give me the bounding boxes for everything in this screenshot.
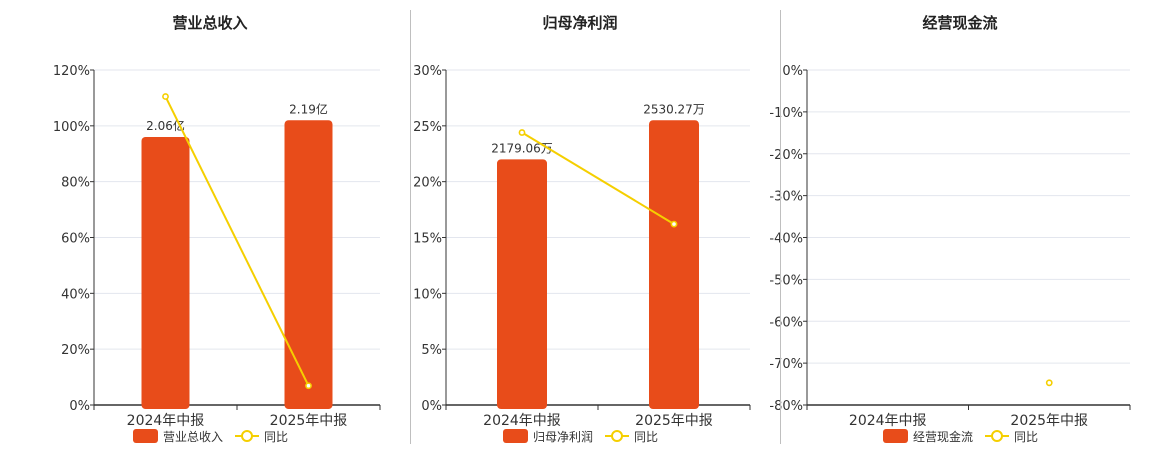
yoy-point <box>1045 379 1053 387</box>
yoy-point <box>305 382 312 390</box>
y-tick-label: 80% <box>61 176 90 191</box>
bar <box>649 120 699 409</box>
panel-divider <box>410 10 411 444</box>
bar <box>141 137 190 409</box>
y-tick-label: -80% <box>769 399 803 414</box>
y-tick-label: -60% <box>769 315 803 330</box>
yoy-point <box>670 220 678 228</box>
y-tick-label: 0% <box>782 64 803 79</box>
y-tick-label: -50% <box>769 273 803 288</box>
bar-data-label: 2179.06万 <box>491 141 553 155</box>
bar <box>497 159 547 409</box>
legend-label-line: 同比 <box>634 430 658 444</box>
y-tick-label: -40% <box>769 232 803 247</box>
y-tick-label: 100% <box>53 120 90 135</box>
chart-title: 经营现金流 <box>922 14 997 32</box>
y-tick-label: -10% <box>769 106 803 121</box>
legend-swatch-bar <box>503 429 528 443</box>
legend-label-bar: 经营现金流 <box>913 429 973 444</box>
legend-swatch-bar <box>133 429 158 443</box>
x-tick-label: 2025年中报 <box>270 413 348 429</box>
chart-title: 营业总收入 <box>172 14 247 32</box>
y-tick-label: 10% <box>413 287 442 302</box>
x-tick-label: 2024年中报 <box>127 413 205 429</box>
legend-label-bar: 营业总收入 <box>163 430 223 444</box>
y-tick-label: 5% <box>421 343 442 358</box>
panel-divider <box>780 10 781 444</box>
y-tick-label: 25% <box>413 120 442 135</box>
legend-swatch-bar <box>883 429 908 443</box>
y-tick-label: 15% <box>413 232 442 247</box>
bar-data-label: 2530.27万 <box>643 102 705 116</box>
y-tick-label: 40% <box>61 287 90 302</box>
y-tick-label: 0% <box>421 399 442 414</box>
y-tick-label: 20% <box>413 176 442 191</box>
yoy-point <box>162 93 169 100</box>
yoy-line <box>521 131 675 225</box>
legend-swatch-marker <box>241 430 253 442</box>
x-tick-label: 2024年中报 <box>483 413 561 429</box>
chart-title: 归母净利润 <box>542 14 617 32</box>
yoy-line <box>164 96 310 387</box>
x-tick-label: 2025年中报 <box>635 413 713 429</box>
x-tick-label: 2025年中报 <box>1010 413 1088 429</box>
y-tick-label: 120% <box>53 64 90 79</box>
y-tick-label: 60% <box>61 232 90 247</box>
legend-label-bar: 归母净利润 <box>533 430 593 444</box>
legend-swatch-marker <box>611 430 623 442</box>
y-tick-label: -70% <box>769 357 803 372</box>
bar <box>284 120 333 409</box>
legend-swatch-marker <box>991 430 1003 442</box>
yoy-point <box>518 129 526 136</box>
legend-label-line: 同比 <box>264 430 288 444</box>
y-tick-label: 30% <box>413 64 442 79</box>
bar-data-label: 2.19亿 <box>289 101 328 116</box>
x-tick-label: 2024年中报 <box>849 413 927 429</box>
legend-label-line: 同比 <box>1014 430 1038 444</box>
y-tick-label: -20% <box>769 148 803 163</box>
y-tick-label: -30% <box>769 190 803 205</box>
y-tick-label: 20% <box>61 343 90 358</box>
y-tick-label: 0% <box>69 399 90 414</box>
bar-data-label: 2.06亿 <box>146 118 185 133</box>
